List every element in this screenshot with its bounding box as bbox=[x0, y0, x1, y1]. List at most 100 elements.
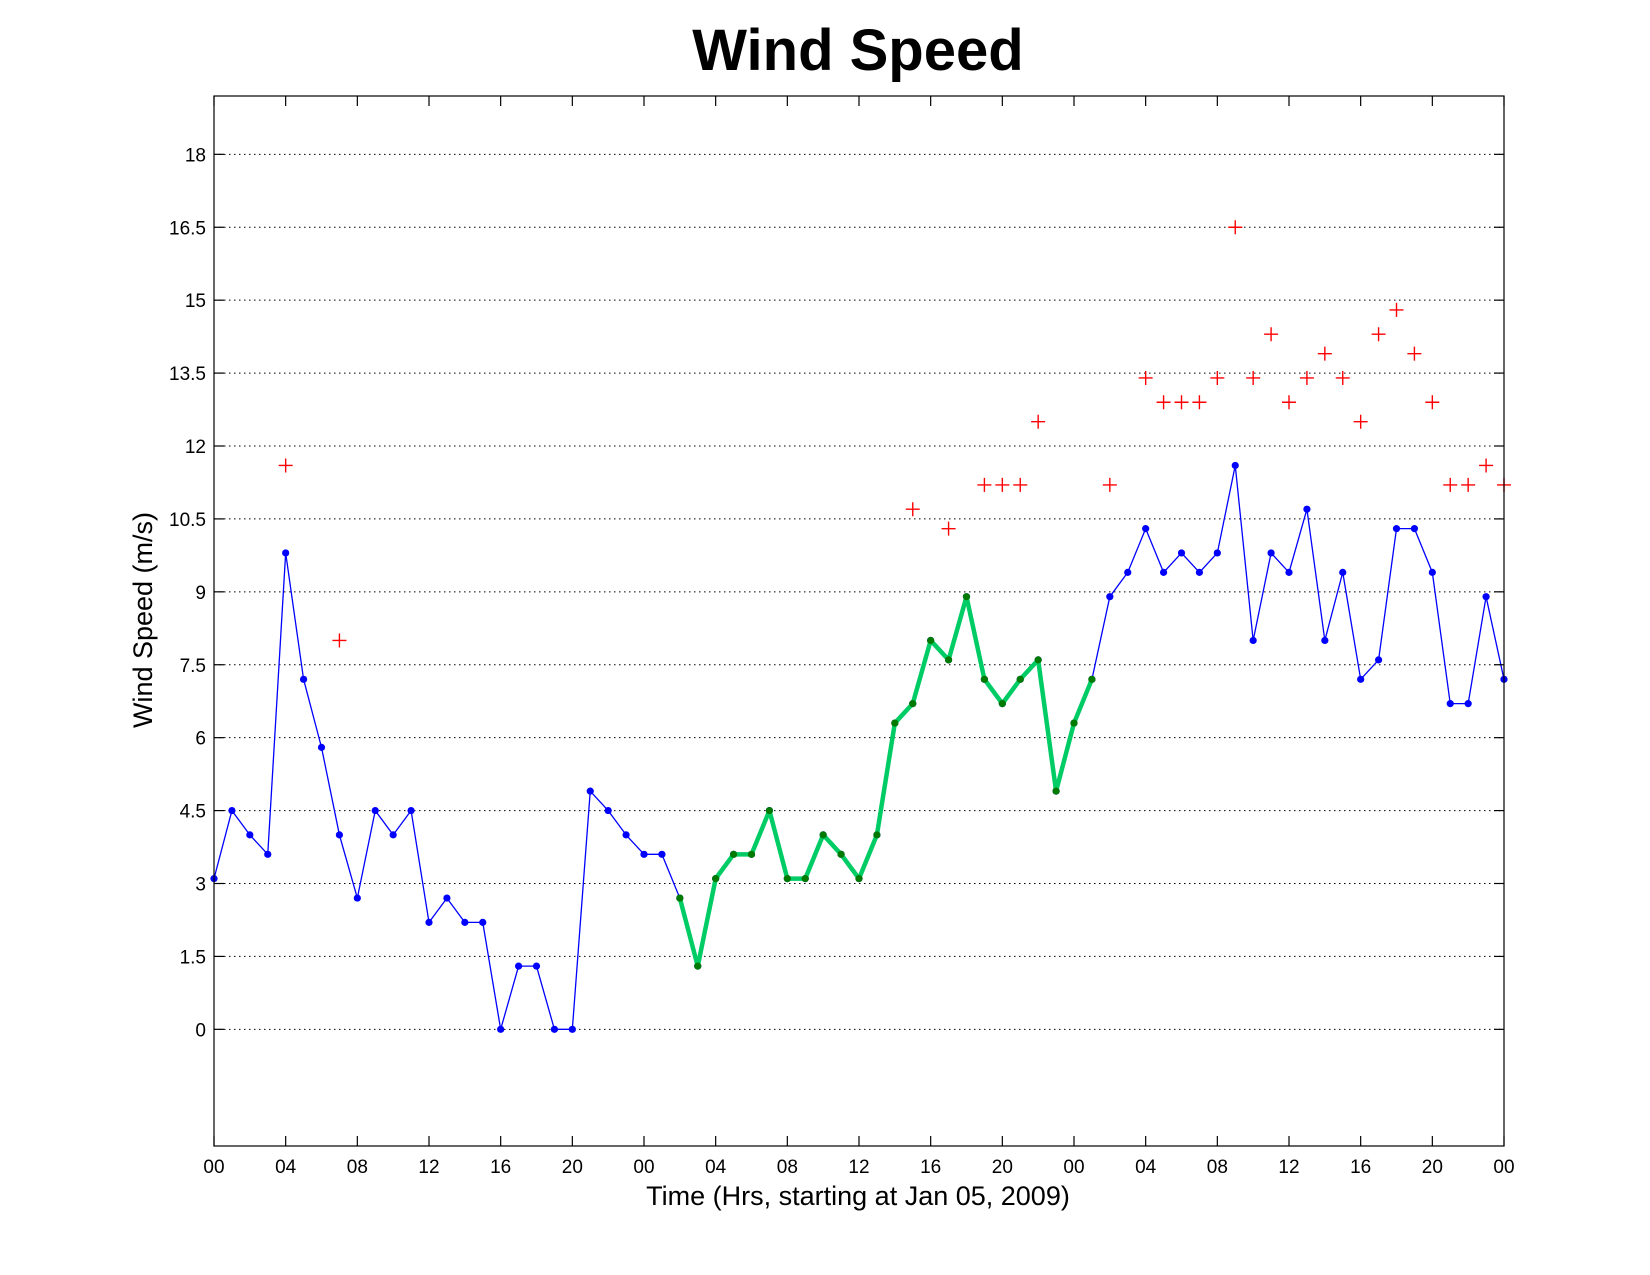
y-tick-label: 9 bbox=[195, 583, 206, 604]
red-plus-marker bbox=[1389, 302, 1404, 317]
blue-point bbox=[1159, 568, 1168, 576]
green-point bbox=[747, 850, 756, 858]
x-tick-label: 04 bbox=[705, 1157, 727, 1178]
blue-point bbox=[1177, 549, 1186, 557]
blue-point bbox=[353, 894, 361, 902]
blue-point bbox=[1285, 568, 1293, 576]
x-tick-label: 16 bbox=[920, 1157, 941, 1178]
green-point bbox=[729, 850, 738, 858]
blue-point bbox=[443, 894, 451, 902]
x-tick-label: 00 bbox=[203, 1157, 224, 1178]
blue-point bbox=[658, 850, 666, 858]
red-plus-marker bbox=[1264, 327, 1279, 342]
green-point bbox=[998, 700, 1006, 708]
x-tick-label: 20 bbox=[1422, 1157, 1443, 1178]
blue-point bbox=[1357, 675, 1365, 683]
red-plus-marker bbox=[1317, 346, 1332, 361]
green-point bbox=[1070, 719, 1078, 727]
blue-point bbox=[1339, 568, 1347, 576]
blue-point bbox=[1303, 505, 1311, 513]
red-plus-marker bbox=[332, 633, 347, 648]
x-tick-label: 16 bbox=[490, 1157, 511, 1178]
red-plus-marker bbox=[1210, 370, 1225, 385]
red-plus-marker bbox=[1407, 346, 1422, 361]
y-axis-label: Wind Speed (m/s) bbox=[128, 512, 158, 728]
x-tick-label: 04 bbox=[1135, 1157, 1157, 1178]
x-tick-label: 12 bbox=[848, 1157, 869, 1178]
blue-point bbox=[1374, 656, 1383, 664]
y-tick-label: 7.5 bbox=[180, 656, 206, 677]
green-point bbox=[891, 719, 899, 727]
blue-point bbox=[532, 962, 541, 970]
blue-point bbox=[1249, 636, 1257, 645]
blue-point bbox=[622, 831, 630, 839]
blue-point bbox=[1446, 700, 1454, 708]
blue-point bbox=[1106, 593, 1114, 601]
blue-point bbox=[1428, 568, 1436, 576]
red-plus-marker bbox=[1479, 458, 1494, 473]
red-plus-marker bbox=[1228, 220, 1243, 235]
blue-point bbox=[1482, 593, 1490, 601]
red-plus-marker bbox=[1335, 370, 1350, 385]
x-tick-label: 20 bbox=[992, 1157, 1013, 1178]
red-plus-marker bbox=[1156, 395, 1171, 410]
x-tick-label: 08 bbox=[347, 1157, 368, 1178]
blue-point bbox=[550, 1025, 559, 1033]
y-tick-label: 3 bbox=[195, 875, 206, 896]
blue-point bbox=[317, 743, 326, 751]
green-point bbox=[801, 875, 809, 883]
blue-point bbox=[640, 850, 648, 858]
red-plus-marker bbox=[1282, 395, 1296, 410]
chart-title: Wind Speed bbox=[692, 18, 1023, 83]
green-point bbox=[962, 593, 971, 601]
red-plus-marker bbox=[278, 458, 293, 473]
red-plus-marker bbox=[1102, 477, 1117, 492]
x-tick-label: 08 bbox=[777, 1157, 798, 1178]
red-plus-marker bbox=[1461, 477, 1476, 492]
blue-point bbox=[228, 806, 236, 815]
blue-point bbox=[371, 806, 379, 815]
red-plus-marker bbox=[1192, 395, 1207, 410]
green-point bbox=[909, 700, 917, 708]
red-plus-marker bbox=[1299, 370, 1314, 385]
red-plus-marker bbox=[1353, 414, 1368, 429]
green-point bbox=[712, 875, 720, 883]
blue-point bbox=[461, 918, 469, 926]
y-tick-label: 13.5 bbox=[169, 364, 206, 385]
green-point bbox=[1034, 656, 1042, 664]
green-point bbox=[765, 806, 774, 815]
y-tick-label: 6 bbox=[195, 729, 206, 750]
red-plus-marker bbox=[1246, 370, 1261, 385]
x-tick-label: 00 bbox=[1063, 1157, 1084, 1178]
blue-point bbox=[1124, 568, 1132, 576]
plot-background bbox=[214, 96, 1504, 1146]
green-point bbox=[783, 875, 791, 883]
green-point bbox=[694, 962, 702, 970]
series-layer bbox=[210, 220, 1511, 1033]
red-plus-marker bbox=[1174, 395, 1189, 410]
red-plus-marker bbox=[995, 477, 1010, 492]
x-tick-label: 12 bbox=[1278, 1157, 1299, 1178]
blue-point bbox=[264, 850, 272, 858]
blue-point bbox=[282, 549, 290, 557]
blue-point bbox=[1267, 549, 1275, 557]
green-point bbox=[1052, 787, 1060, 795]
green-point bbox=[676, 894, 684, 902]
red-plus-marker bbox=[941, 521, 956, 536]
green-point bbox=[873, 831, 881, 839]
blue-point bbox=[425, 918, 433, 926]
blue-point bbox=[299, 675, 308, 683]
green-point bbox=[819, 831, 827, 839]
blue-point bbox=[246, 831, 254, 839]
blue-point bbox=[1231, 461, 1239, 470]
red-plus-marker bbox=[905, 502, 920, 517]
x-axis-label: Time (Hrs, starting at Jan 05, 2009) bbox=[646, 1181, 1070, 1211]
x-tick-label: 04 bbox=[275, 1157, 297, 1178]
green-point bbox=[927, 636, 935, 645]
green-point bbox=[1016, 675, 1024, 683]
green-point bbox=[944, 656, 953, 664]
blue-point bbox=[1392, 525, 1401, 533]
x-tick-label: 16 bbox=[1350, 1157, 1371, 1178]
green-point bbox=[855, 875, 863, 883]
